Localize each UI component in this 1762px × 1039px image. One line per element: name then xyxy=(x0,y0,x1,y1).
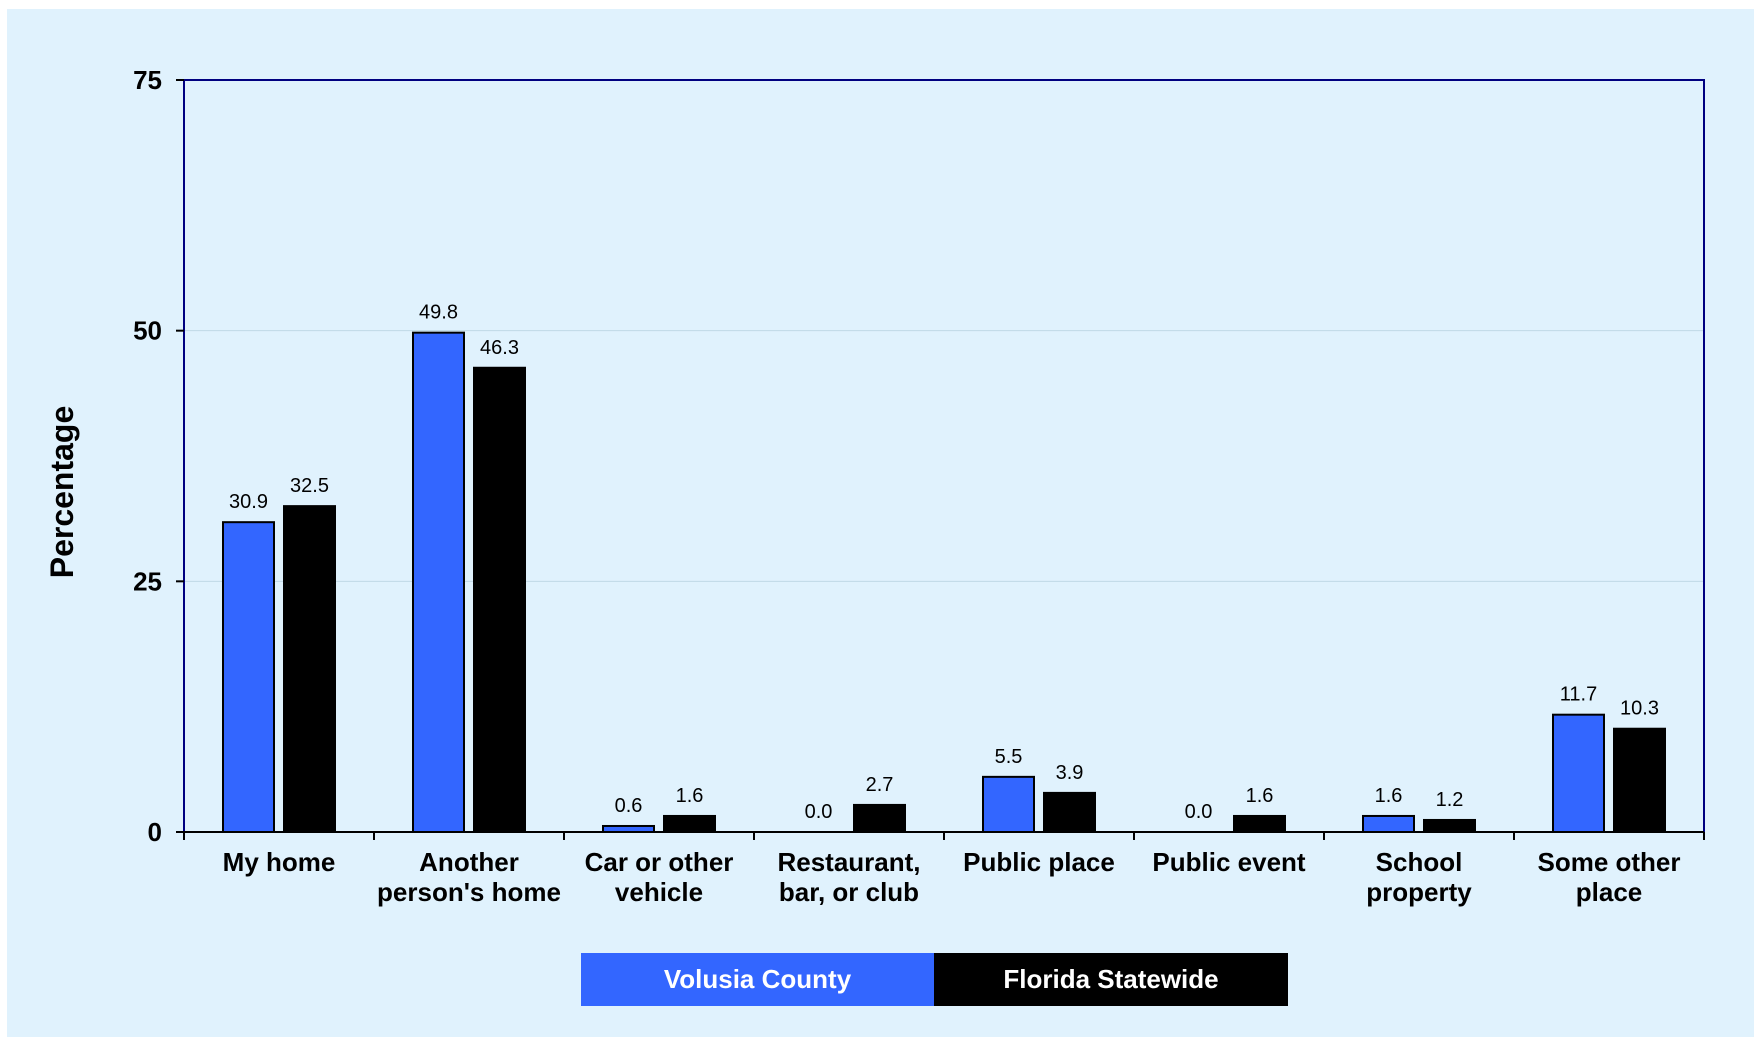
bar xyxy=(1233,814,1286,834)
bar xyxy=(473,366,526,833)
legend-item-florida-statewide: Florida Statewide xyxy=(934,953,1288,1006)
y-axis-title: Percentage xyxy=(44,406,80,579)
bar xyxy=(663,814,716,834)
data-label: 1.6 xyxy=(676,785,704,807)
category-label: Some other place xyxy=(1537,847,1680,907)
bars xyxy=(222,331,1666,834)
legend: Volusia County Florida Statewide xyxy=(581,953,1288,1006)
y-tick-label: 0 xyxy=(148,817,162,847)
data-labels: 30.9 49.8 0.6 0.0 5.5 0.0 1.6 11.7 32.5 46.3 1.6 2.… xyxy=(229,302,1659,823)
data-label: 30.9 xyxy=(229,491,268,513)
bar xyxy=(1613,727,1666,834)
bar xyxy=(222,521,275,834)
data-label: 10.3 xyxy=(1620,698,1659,720)
data-label: 1.6 xyxy=(1375,785,1403,807)
axes: 0 25 50 75 My home Another person's home Car or… xyxy=(133,65,1705,907)
category-label: Public place xyxy=(963,847,1115,877)
bar xyxy=(283,505,336,833)
category-label: My home xyxy=(223,847,336,877)
data-label: 49.8 xyxy=(419,302,458,324)
y-tick-label: 50 xyxy=(133,316,162,346)
category-label: School property xyxy=(1366,847,1472,907)
data-label: 1.6 xyxy=(1246,785,1274,807)
y-tick-label: 25 xyxy=(133,566,162,596)
legend-item-volusia-county: Volusia County xyxy=(581,953,934,1006)
category-label: Car or other vehicle xyxy=(585,847,734,907)
bar xyxy=(982,775,1035,833)
data-label: 1.2 xyxy=(1436,789,1464,811)
bar xyxy=(1043,791,1096,833)
category-label: Restaurant, bar, or club xyxy=(777,847,920,907)
data-label: 2.7 xyxy=(866,774,894,796)
data-label: 5.5 xyxy=(995,746,1023,768)
data-label: 11.7 xyxy=(1560,684,1597,706)
data-label: 3.9 xyxy=(1056,762,1084,784)
category-label: Another person's home xyxy=(377,847,561,907)
data-label: 32.5 xyxy=(290,475,329,497)
category-label: Public event xyxy=(1152,847,1305,877)
data-label: 0.6 xyxy=(615,795,643,817)
bar xyxy=(853,803,906,833)
bar xyxy=(1423,818,1476,834)
data-label: 0.0 xyxy=(805,801,833,823)
bar xyxy=(1362,814,1415,834)
y-tick-label: 75 xyxy=(133,65,162,95)
bar xyxy=(412,331,465,833)
data-label: 46.3 xyxy=(480,337,519,359)
bar xyxy=(1552,713,1605,833)
data-label: 0.0 xyxy=(1185,801,1213,823)
